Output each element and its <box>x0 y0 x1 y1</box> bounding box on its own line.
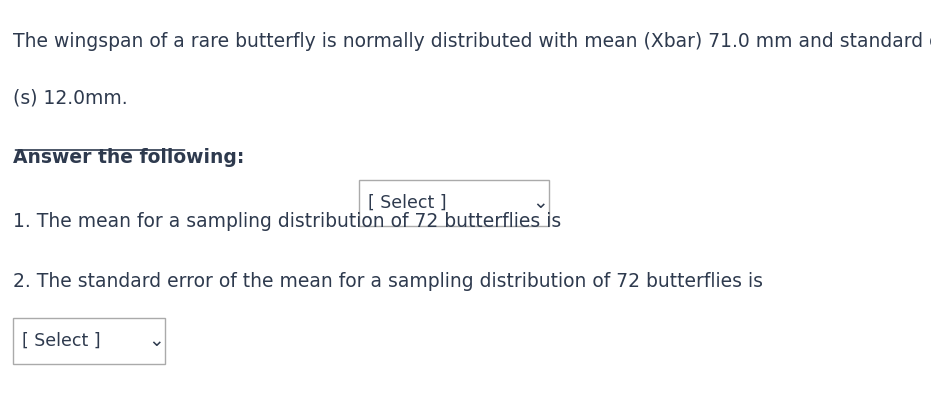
Text: The wingspan of a rare butterfly is normally distributed with mean (Xbar) 71.0 m: The wingspan of a rare butterfly is norm… <box>13 32 931 51</box>
Text: 1. The mean for a sampling distribution of 72 butterflies is: 1. The mean for a sampling distribution … <box>13 212 561 231</box>
Text: (s) 12.0mm.: (s) 12.0mm. <box>13 88 128 107</box>
FancyBboxPatch shape <box>13 318 165 364</box>
Text: [ Select ]: [ Select ] <box>369 194 447 212</box>
Text: Answer the following:: Answer the following: <box>13 148 244 167</box>
Text: 2. The standard error of the mean for a sampling distribution of 72 butterflies : 2. The standard error of the mean for a … <box>13 272 762 291</box>
Text: [ Select ]: [ Select ] <box>22 332 101 350</box>
Text: ⌄: ⌄ <box>532 194 547 212</box>
FancyBboxPatch shape <box>358 180 549 226</box>
Text: ⌄: ⌄ <box>148 332 164 350</box>
